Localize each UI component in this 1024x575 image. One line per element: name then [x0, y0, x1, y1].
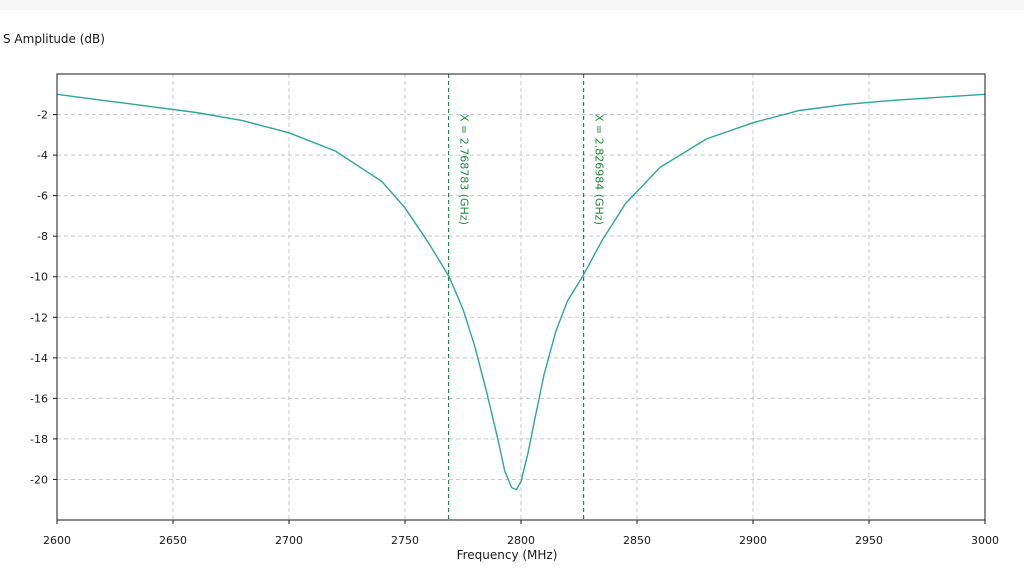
x-tick-label: 2950: [855, 534, 883, 547]
marker-label: X = 2.768783 (GHz): [458, 114, 471, 225]
marker-label: X = 2.826984 (GHz): [593, 114, 606, 225]
x-tick-label: 2800: [507, 534, 535, 547]
y-tick-label: -12: [30, 311, 48, 324]
x-axis-label: Frequency (MHz): [457, 548, 558, 562]
grid-lines: [57, 74, 985, 520]
x-tick-labels: 2600 2650 2700 2750 2800 2850 2900 2950 3000: [43, 520, 999, 547]
y-tick-label: -14: [30, 352, 48, 365]
x-tick-label: 3000: [971, 534, 999, 547]
y-tick-label: -10: [30, 271, 48, 284]
y-axis-label: S Amplitude (dB): [3, 32, 105, 46]
y-tick-label: -18: [30, 433, 48, 446]
x-tick-label: 2700: [275, 534, 303, 547]
frequency-markers: X = 2.768783 (GHz) X = 2.826984 (GHz): [447, 74, 606, 520]
series-line: [56, 93, 986, 491]
y-tick-label: -4: [37, 149, 48, 162]
y-tick-label: -20: [30, 473, 48, 486]
x-tick-label: 2650: [159, 534, 187, 547]
window-top-strip: [0, 0, 1024, 10]
x-tick-label: 2850: [623, 534, 651, 547]
x-tick-label: 2750: [391, 534, 419, 547]
y-tick-labels: -20 -18 -16 -14 -12 -10 -8 -6 -4 -2: [30, 109, 57, 486]
y-tick-label: -6: [37, 190, 48, 203]
x-tick-label: 2600: [43, 534, 71, 547]
y-tick-label: -16: [30, 392, 48, 405]
series-layer: [56, 93, 986, 491]
x-tick-label: 2900: [739, 534, 767, 547]
y-tick-label: -8: [37, 230, 48, 243]
y-tick-label: -2: [37, 109, 48, 122]
